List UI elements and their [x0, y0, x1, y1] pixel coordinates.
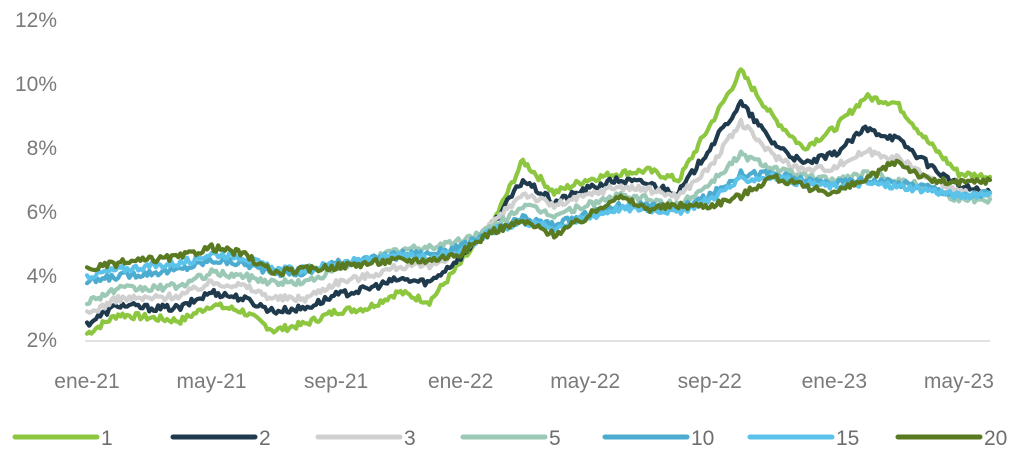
- x-tick-label: may-23: [924, 370, 994, 393]
- x-axis: ene-21 may-21 sep-21 ene-22 may-22 sep-22 ene-…: [54, 370, 994, 393]
- legend-label-15: 15: [836, 427, 859, 449]
- x-tick-label: sep-21: [304, 370, 368, 393]
- x-tick-label: may-22: [550, 370, 620, 393]
- y-axis: 2% 4% 6% 8% 10% 12%: [15, 9, 57, 352]
- y-tick-label: 8%: [27, 137, 57, 160]
- x-tick-label: ene-22: [428, 370, 493, 393]
- x-tick-label: sep-22: [678, 370, 742, 393]
- legend-label-1: 1: [101, 427, 113, 449]
- series-line-1: [84, 67, 993, 336]
- x-tick-label: ene-21: [54, 370, 119, 393]
- series-line-10: [84, 168, 993, 286]
- y-tick-label: 6%: [27, 201, 57, 224]
- legend-label-20: 20: [984, 427, 1007, 449]
- series-layer: [84, 67, 993, 336]
- series-line-2: [84, 98, 993, 328]
- series-line-3: [84, 117, 993, 315]
- legend-label-3: 3: [404, 427, 416, 449]
- y-tick-label: 4%: [27, 265, 57, 288]
- y-tick-label: 10%: [15, 73, 57, 96]
- legend-label-10: 10: [691, 427, 714, 449]
- legend-label-5: 5: [549, 427, 561, 449]
- y-tick-label: 12%: [15, 9, 57, 32]
- legend-label-2: 2: [259, 427, 271, 449]
- x-tick-label: ene-23: [802, 370, 867, 393]
- series-line-20: [84, 158, 993, 278]
- y-tick-label: 2%: [27, 329, 57, 352]
- x-tick-label: may-21: [177, 370, 247, 393]
- legend: 1 2 3 5 10 15 20: [12, 427, 1007, 449]
